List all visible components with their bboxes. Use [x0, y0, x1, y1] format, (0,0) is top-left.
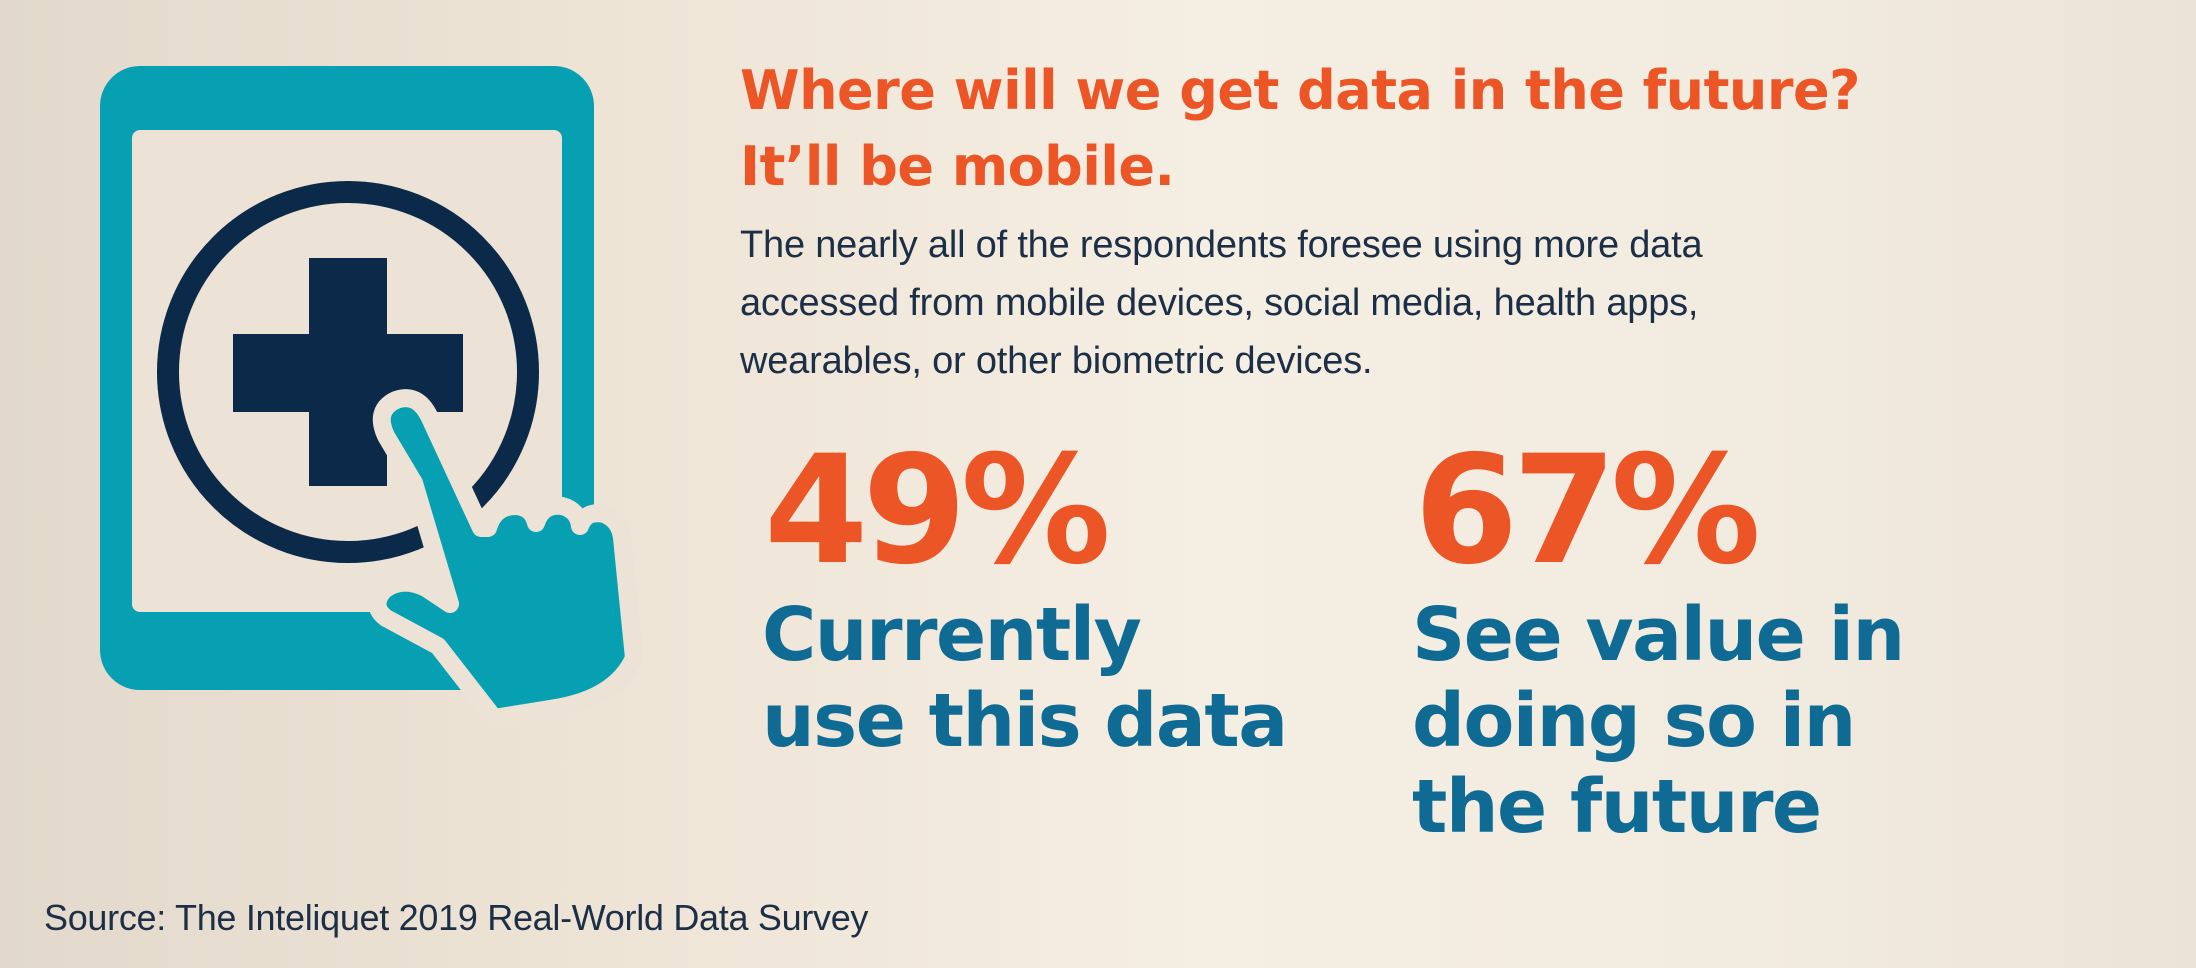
source-citation: Source: The Inteliquet 2019 Real-World D…: [44, 897, 869, 938]
stat-current-use-label-line-2: use this data: [762, 678, 1288, 764]
stat-future-value-label-line-2: doing so in: [1412, 678, 1856, 764]
description-line-2: accessed from mobile devices, social med…: [740, 282, 1699, 324]
stat-future-value-label-line-1: See value in: [1412, 592, 1905, 678]
headline-line-1: Where will we get data in the future?: [740, 59, 1860, 122]
description-line-1: The nearly all of the respondents forese…: [740, 224, 1703, 266]
stat-current-use-value: 49%: [764, 424, 1111, 598]
headline-line-2: It’ll be mobile.: [740, 135, 1175, 198]
pointing-hand-icon: [368, 389, 643, 727]
description-line-3: wearables, or other biometric devices.: [740, 340, 1373, 382]
mobile-health-illustration: [100, 66, 643, 727]
stat-future-value-value: 67%: [1414, 424, 1761, 598]
stat-future-value-label-line-3: the future: [1412, 764, 1822, 850]
stat-current-use-label-line-1: Currently: [762, 592, 1142, 678]
